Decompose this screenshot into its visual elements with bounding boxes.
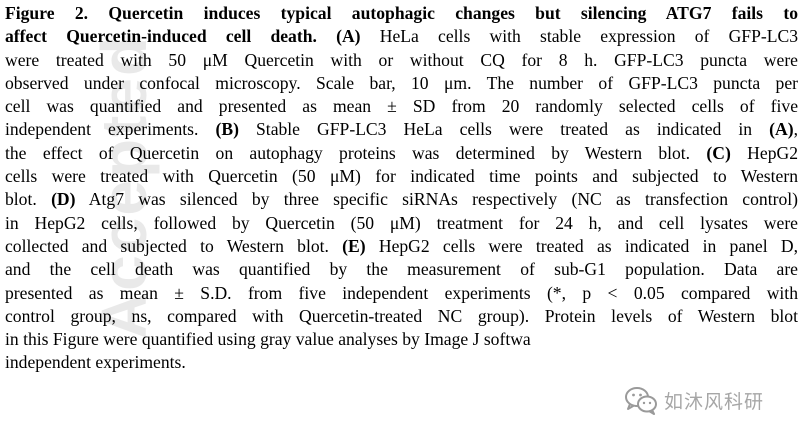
caption-text: independent experiments.: [5, 352, 186, 373]
caption-bold-text: (D): [51, 189, 76, 210]
caption-bold-text: (E): [342, 235, 366, 256]
caption-text: presented as mean ± S.D. from five indep…: [5, 282, 798, 303]
caption-line: blot. (D) Atg7 was silenced by three spe…: [5, 188, 798, 211]
caption-text: cell was quantified and presented as mea…: [5, 96, 798, 117]
figure-caption: Figure 2. Quercetin induces typical auto…: [5, 2, 798, 375]
caption-text: in HepG2 cells, followed by Quercetin (5…: [5, 212, 798, 233]
caption-line: in HepG2 cells, followed by Quercetin (5…: [5, 212, 798, 235]
caption-text: ,: [793, 119, 798, 140]
caption-line: presented as mean ± S.D. from five indep…: [5, 282, 798, 305]
caption-text: cells were treated with Quercetin (50 μM…: [5, 166, 798, 187]
caption-text: HepG2: [730, 142, 798, 163]
caption-line: observed under confocal microscopy. Scal…: [5, 72, 798, 95]
caption-bold-text: (C): [706, 142, 731, 163]
caption-line: were treated with 50 μM Quercetin with o…: [5, 49, 798, 72]
caption-line: independent experiments. (B) Stable GFP-…: [5, 118, 798, 141]
caption-text: blot.: [5, 189, 52, 210]
caption-line: in this Figure were quantified using gra…: [5, 328, 798, 351]
wechat-watermark: 如沐风科研: [620, 383, 769, 417]
caption-text: collected and subjected to Western blot.: [5, 235, 343, 256]
caption-line: the effect of Quercetin on autophagy pro…: [5, 142, 798, 165]
caption-bold-text: (A): [769, 119, 794, 140]
caption-bold-text: (B): [215, 119, 239, 140]
caption-text: Atg7 was silenced by three specific siRN…: [75, 189, 798, 210]
caption-line: control group, ns, compared with Quercet…: [5, 305, 798, 328]
caption-text: HepG2 cells were treated as indicated in…: [365, 235, 798, 256]
caption-text: Stable GFP-LC3 HeLa cells were treated a…: [238, 119, 770, 140]
caption-text: the effect of Quercetin on autophagy pro…: [5, 142, 707, 163]
caption-line: cells were treated with Quercetin (50 μM…: [5, 165, 798, 188]
wechat-account-name: 如沐风科研: [664, 390, 765, 413]
caption-text: were treated with 50 μM Quercetin with o…: [5, 49, 798, 70]
caption-bold-text: Figure 2. Quercetin induces typical auto…: [5, 3, 798, 23]
caption-text: in this Figure were quantified using gra…: [5, 329, 531, 350]
caption-line: affect Quercetin-induced cell death. (A)…: [5, 25, 798, 48]
caption-bold-text: affect Quercetin-induced cell death. (A): [5, 26, 361, 47]
caption-line: Figure 2. Quercetin induces typical auto…: [5, 2, 798, 25]
wechat-icon: [625, 387, 657, 415]
caption-text: HeLa cells with stable expression of GFP…: [360, 26, 799, 47]
caption-text: and the cell death was quantified by the…: [5, 259, 798, 280]
caption-text: control group, ns, compared with Quercet…: [5, 305, 798, 326]
caption-line: and the cell death was quantified by the…: [5, 258, 798, 281]
caption-line: independent experiments.: [5, 351, 798, 374]
caption-text: observed under confocal microscopy. Scal…: [5, 72, 798, 93]
caption-text: independent experiments.: [5, 119, 216, 140]
caption-line: collected and subjected to Western blot.…: [5, 235, 798, 258]
caption-line: cell was quantified and presented as mea…: [5, 95, 798, 118]
